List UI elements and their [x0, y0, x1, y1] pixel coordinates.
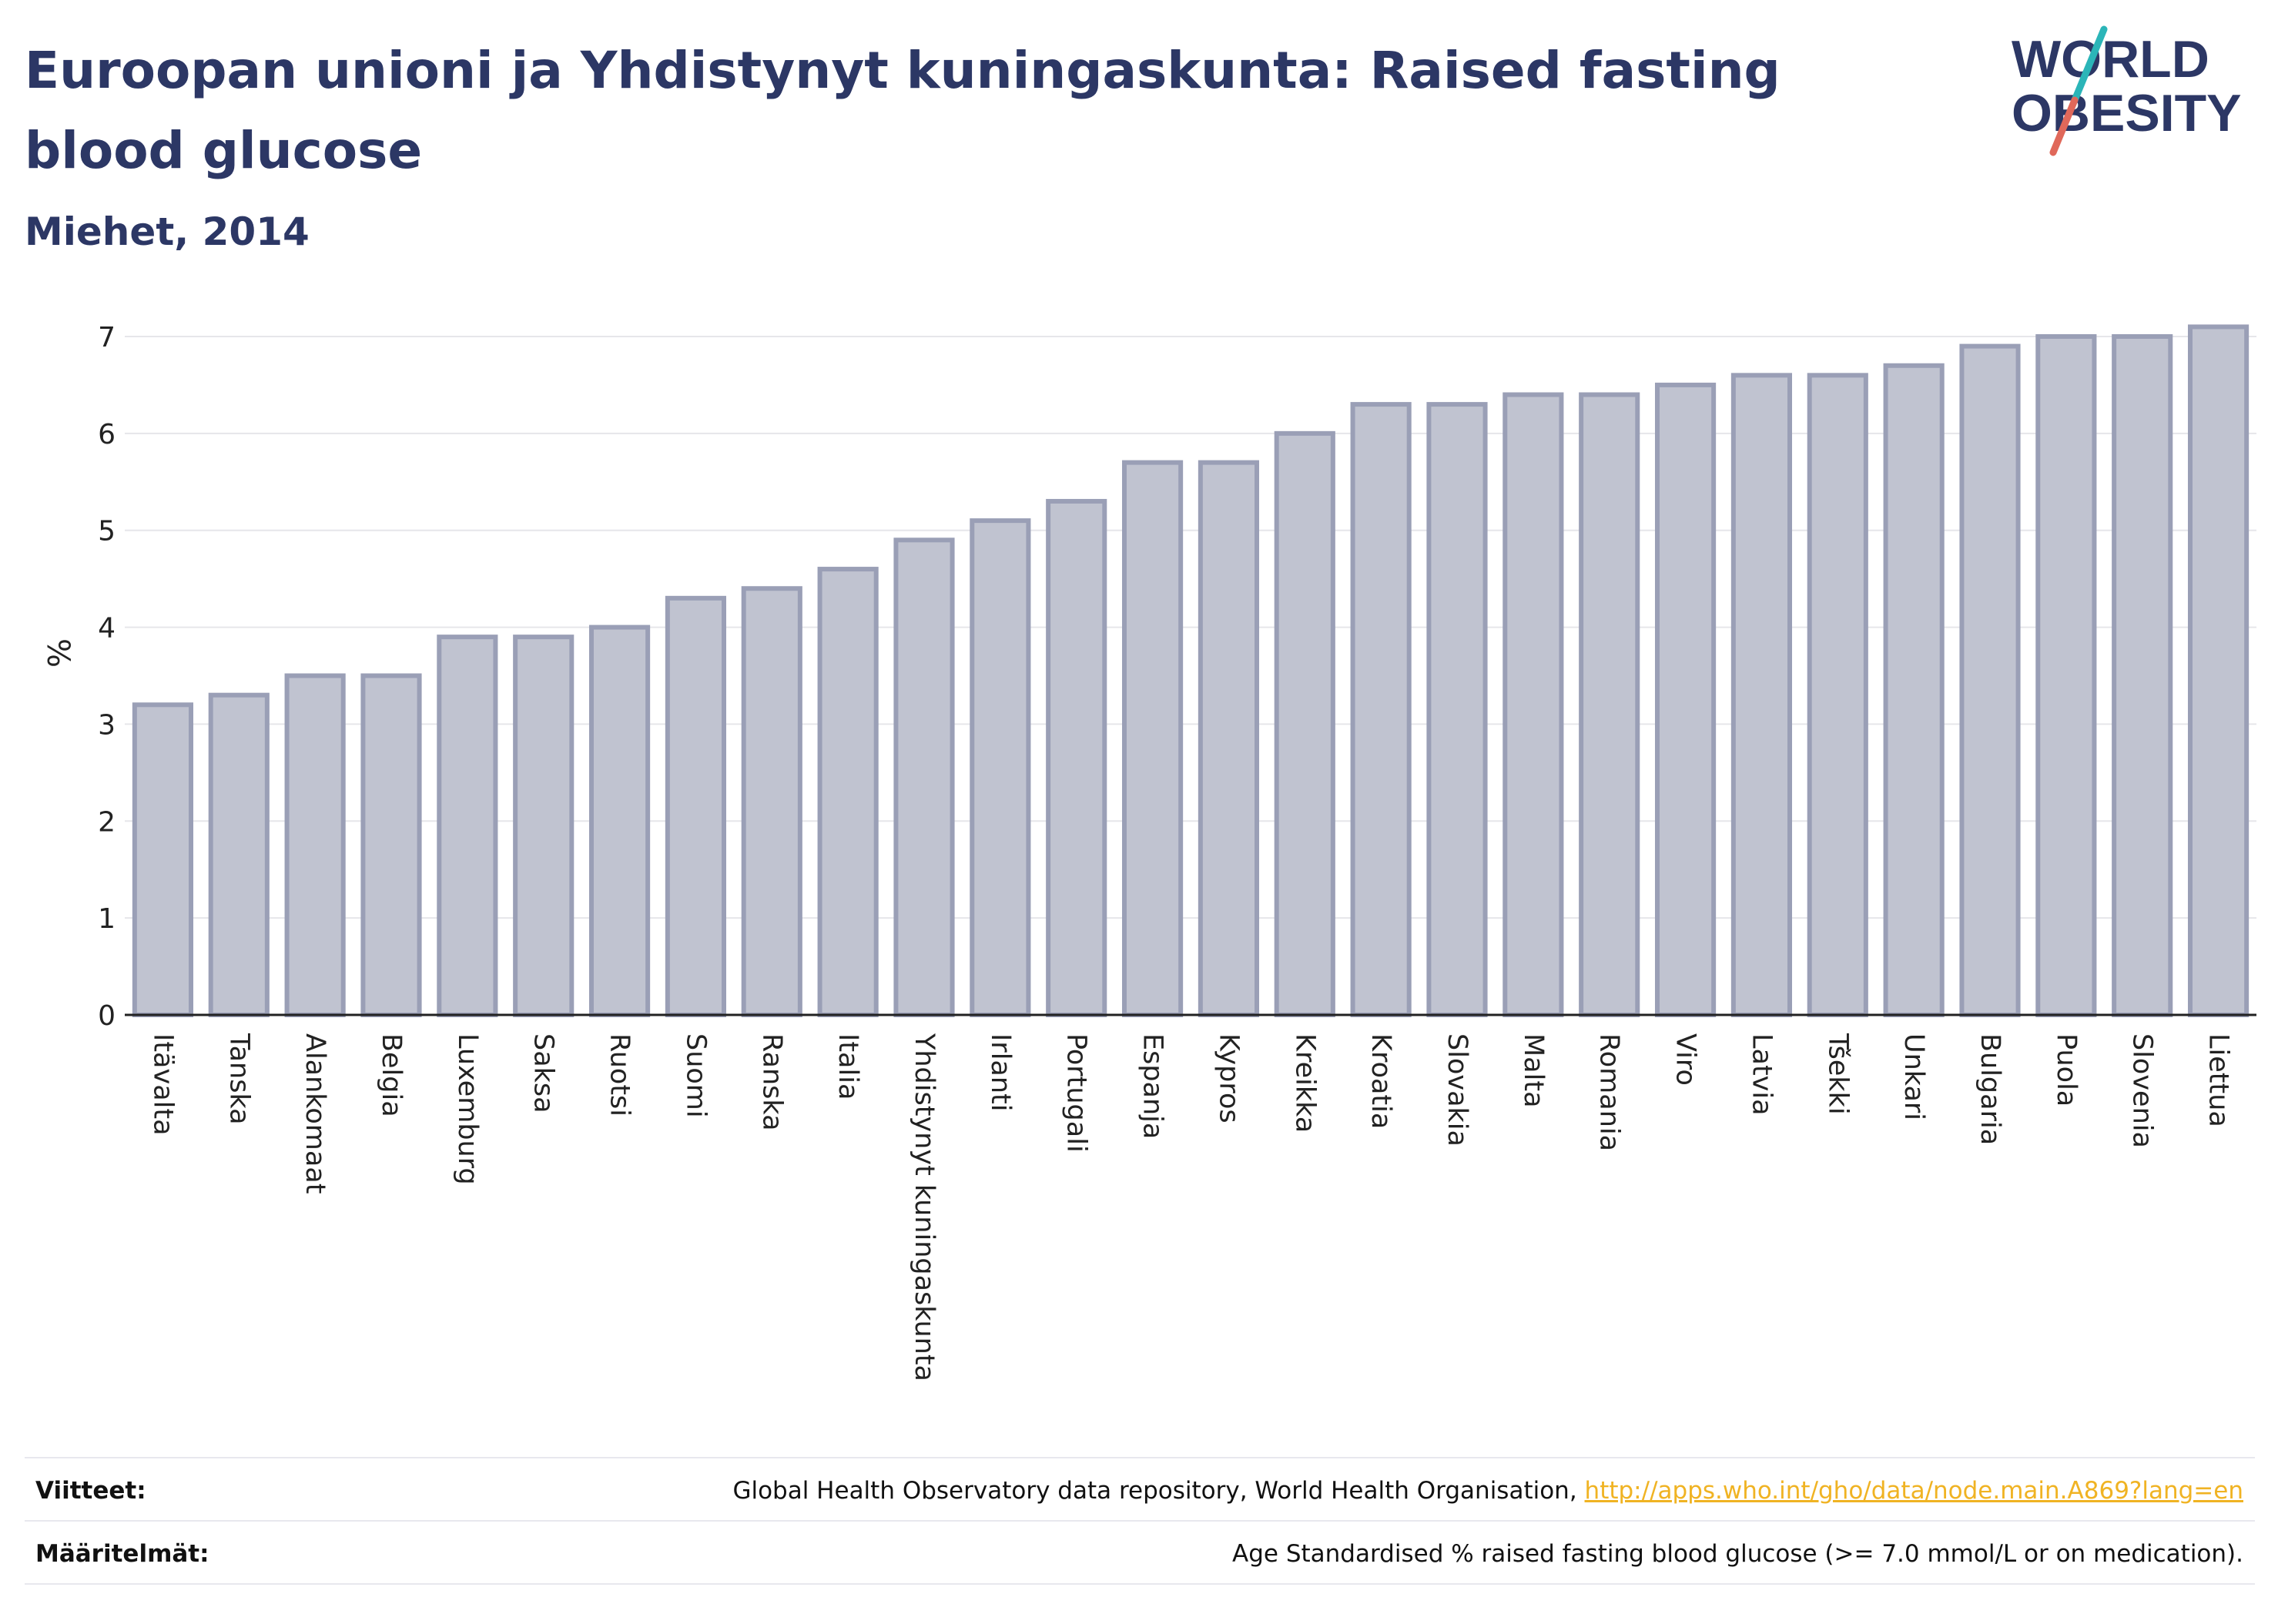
footer-divider-middle — [25, 1520, 2255, 1522]
y-tick-label: 6 — [98, 419, 116, 450]
y-tick-label: 1 — [98, 903, 116, 935]
x-tick-label: Saksa — [528, 1033, 559, 1113]
bar[interactable] — [741, 586, 802, 1017]
x-tick-label: Yhdistynyt kuningaskunta — [909, 1033, 940, 1381]
bar[interactable] — [970, 518, 1031, 1017]
bar[interactable] — [665, 595, 727, 1017]
bar[interactable] — [1654, 382, 1717, 1017]
x-tick-label: Unkari — [1898, 1033, 1929, 1120]
sources-text: Global Health Observatory data repositor… — [732, 1477, 1585, 1505]
x-tick-label: Tanska — [223, 1033, 254, 1125]
bar[interactable] — [360, 673, 422, 1017]
x-tick-label: Portugali — [1061, 1033, 1092, 1153]
bar[interactable] — [1502, 392, 1564, 1017]
x-tick-label: Malta — [1518, 1033, 1549, 1108]
world-obesity-logo-graphic: WORLD OBESITY — [2012, 25, 2242, 156]
bar[interactable] — [2112, 334, 2173, 1017]
logo-slash-teal — [2071, 25, 2108, 104]
y-tick-label: 3 — [98, 709, 116, 741]
x-tick-label: Puola — [2051, 1033, 2082, 1107]
bars-layer — [132, 324, 2250, 1018]
x-tick-label: Ranska — [756, 1033, 787, 1131]
bar[interactable] — [817, 567, 879, 1017]
sources-value: Global Health Observatory data repositor… — [732, 1477, 2243, 1505]
sources-label: Viitteet: — [35, 1477, 146, 1505]
x-tick-label: Viro — [1670, 1033, 1701, 1086]
bar[interactable] — [437, 635, 498, 1018]
sources-link[interactable]: http://apps.who.int/gho/data/node.main.A… — [1584, 1477, 2243, 1505]
y-tick-label: 5 — [98, 516, 116, 547]
bar[interactable] — [1121, 460, 1184, 1017]
bar[interactable] — [208, 692, 270, 1018]
bar[interactable] — [1350, 402, 1412, 1017]
labels-layer: 0 1 2 3 4 5 6 7% Itävalta Tanska Alankomaat Belgia L… — [40, 322, 2234, 1381]
x-tick-label: Suomi — [680, 1033, 711, 1118]
x-tick-label: Kroatia — [1365, 1033, 1396, 1129]
x-tick-label: Romania — [1594, 1033, 1625, 1151]
definitions-label: Määritelmät: — [35, 1540, 209, 1568]
x-tick-label: Liettua — [2203, 1033, 2234, 1127]
x-tick-label: Latvia — [1746, 1033, 1777, 1116]
y-tick-label: 7 — [98, 322, 116, 353]
x-tick-label: Tšekki — [1822, 1033, 1853, 1115]
bar[interactable] — [893, 537, 955, 1017]
x-tick-label: Slovenia — [2127, 1033, 2158, 1148]
x-tick-label: Italia — [832, 1033, 863, 1100]
footer-divider-bottom — [25, 1583, 2255, 1585]
bar[interactable] — [2035, 334, 2097, 1017]
x-tick-label: Belgia — [376, 1033, 407, 1117]
chart-subtitle: Miehet, 2014 — [25, 209, 310, 254]
bar[interactable] — [2187, 324, 2250, 1017]
bar-chart: 0 1 2 3 4 5 6 7% Itävalta Tanska Alankomaat Belgia L… — [40, 322, 2256, 1381]
x-tick-label: Espanja — [1137, 1033, 1168, 1139]
x-tick-label: Slovakia — [1442, 1033, 1472, 1147]
logo-line2: OBESITY — [2012, 84, 2242, 142]
x-tick-label: Irlanti — [985, 1033, 1016, 1112]
x-tick-label: Ruotsi — [605, 1033, 635, 1117]
bar[interactable] — [513, 635, 575, 1018]
y-tick-label: 2 — [98, 806, 116, 838]
chart-title: Euroopan unioni ja Yhdistynyt kuningasku… — [25, 41, 1781, 180]
definitions-value: Age Standardised % raised fasting blood … — [1232, 1540, 2243, 1568]
bar[interactable] — [1807, 373, 1868, 1018]
x-tick-label: Itävalta — [147, 1033, 178, 1136]
logo-slash-red — [2049, 96, 2079, 156]
x-tick-label: Bulgaria — [1975, 1033, 2005, 1145]
footer-divider-top — [25, 1457, 2255, 1458]
bar[interactable] — [1883, 363, 1945, 1017]
y-tick-label: 4 — [98, 613, 116, 645]
logo-line1: WORLD — [2012, 30, 2209, 89]
bar[interactable] — [1274, 430, 1335, 1017]
bar[interactable] — [588, 624, 651, 1017]
x-tick-label: Kypros — [1213, 1033, 1244, 1123]
world-obesity-logo: WORLD OBESITY — [2010, 23, 2264, 162]
bar[interactable] — [284, 673, 346, 1017]
bar[interactable] — [1046, 498, 1107, 1017]
bar[interactable] — [1730, 373, 1793, 1018]
y-axis-title: % — [40, 638, 75, 668]
bar[interactable] — [1579, 392, 1640, 1017]
bar[interactable] — [132, 702, 194, 1017]
bar[interactable] — [1959, 343, 2021, 1018]
x-tick-label: Kreikka — [1289, 1033, 1320, 1133]
y-tick-label: 0 — [98, 1000, 116, 1032]
bar[interactable] — [1198, 460, 1260, 1017]
x-tick-label: Alankomaat — [300, 1033, 330, 1194]
bar[interactable] — [1426, 402, 1488, 1017]
x-tick-label: Luxemburg — [452, 1033, 483, 1185]
